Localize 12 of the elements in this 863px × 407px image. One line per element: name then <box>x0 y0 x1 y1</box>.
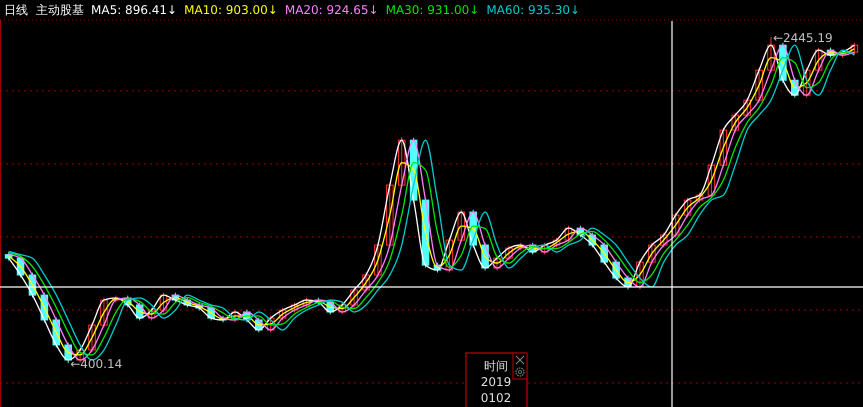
annotation: ←400.14 <box>70 357 122 371</box>
chart-subtitle: 主动股基 <box>36 3 84 17</box>
annotation: ←2445.19 <box>772 31 833 45</box>
text: MA60: 935.30↓ <box>486 3 580 17</box>
chart-title: 日线 <box>4 3 28 17</box>
annotation: 时间 <box>484 359 508 373</box>
text: MA30: 931.00↓ <box>386 3 480 17</box>
text: MA10: 903.00↓ <box>184 3 278 17</box>
text: 0102 <box>480 391 512 405</box>
text: 2019 <box>480 375 512 389</box>
text: MA20: 924.65↓ <box>284 3 379 17</box>
text: MA5: 896.41↓ <box>91 3 178 17</box>
